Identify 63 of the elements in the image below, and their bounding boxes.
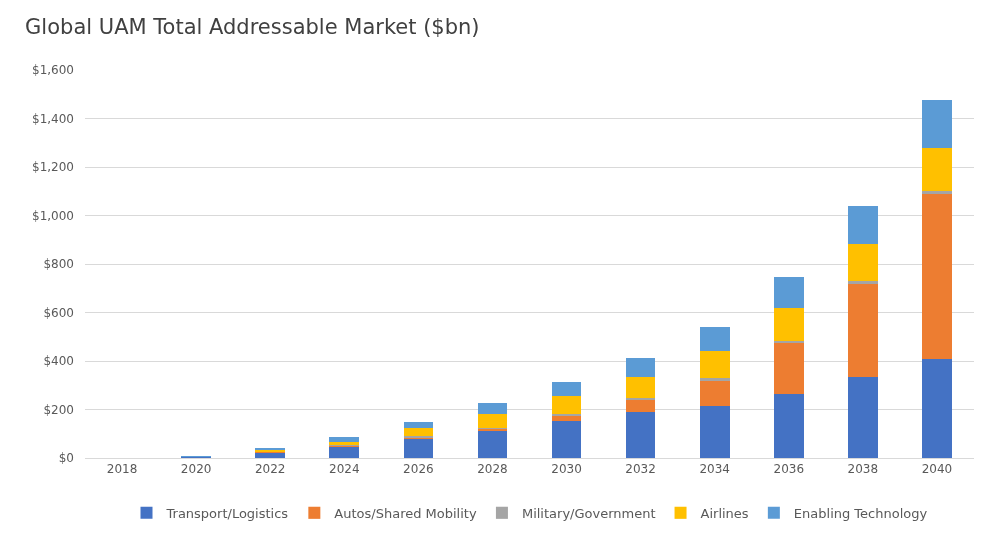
legend-label: Enabling Technology: [793, 505, 928, 521]
x-tick-label: 2018: [106, 462, 138, 477]
x-tick-label: 2028: [477, 462, 508, 477]
bar: [551, 396, 582, 415]
x-tick-label: 2032: [625, 462, 656, 477]
bar: [625, 357, 656, 377]
bar: [477, 431, 508, 458]
y-tick-label: $1,200: [32, 160, 74, 175]
bar: [625, 397, 656, 400]
bar: [477, 402, 508, 415]
y-tick-label: $800: [43, 257, 74, 272]
y-tick-label: $1,400: [32, 111, 74, 126]
legend-label: Military/Government: [521, 505, 656, 521]
bar: [699, 378, 730, 382]
x-tick-label: 2030: [551, 462, 582, 477]
y-tick-label: $200: [43, 402, 74, 417]
bar: [922, 194, 952, 360]
bar: [403, 422, 434, 429]
bar: [848, 376, 878, 458]
x-tick-label: 2024: [329, 462, 360, 477]
bar: [773, 308, 804, 341]
bar: [699, 350, 730, 379]
bar: [848, 206, 878, 245]
bar: [329, 436, 360, 442]
x-tick-label: 2038: [847, 462, 879, 477]
bar: [773, 393, 804, 458]
x-tick-label: 2034: [699, 462, 730, 477]
x-tick-label: 2040: [921, 462, 953, 477]
y-tick-label: $1,600: [32, 63, 74, 78]
bar: [625, 399, 656, 413]
bar: [922, 148, 952, 191]
bar: [773, 343, 804, 394]
x-tick-label: 2020: [180, 462, 212, 477]
x-tick-label: 2026: [403, 462, 434, 477]
legend-label: Autos/Shared Mobility: [334, 505, 477, 521]
bar: [255, 452, 286, 458]
bar: [848, 283, 878, 377]
chart-title: Global UAM Total Addressable Market ($bn): [25, 14, 480, 39]
bar: [699, 381, 730, 406]
bar: [699, 326, 730, 351]
bar: [625, 412, 656, 458]
bar: [551, 415, 582, 422]
x-tick-label: 2036: [773, 462, 805, 477]
bar: [551, 421, 582, 458]
bar: [477, 414, 508, 428]
legend-label: Airlines: [700, 505, 749, 521]
bar: [699, 405, 730, 458]
bar: [848, 281, 878, 284]
bar: [403, 438, 434, 458]
bar: [848, 244, 878, 282]
bar: [551, 381, 582, 397]
bar: [625, 376, 656, 398]
bar: [922, 100, 952, 149]
y-tick-label: $400: [43, 354, 74, 369]
x-tick-label: 2022: [254, 462, 286, 477]
bar: [403, 428, 434, 437]
bar: [329, 446, 360, 458]
bar: [773, 277, 804, 309]
y-tick-label: $1,000: [32, 208, 74, 223]
bar: [922, 359, 952, 458]
y-tick-label: $600: [43, 305, 74, 320]
legend-label: Transport/Logistics: [165, 505, 289, 521]
y-tick-label: $0: [58, 451, 74, 466]
